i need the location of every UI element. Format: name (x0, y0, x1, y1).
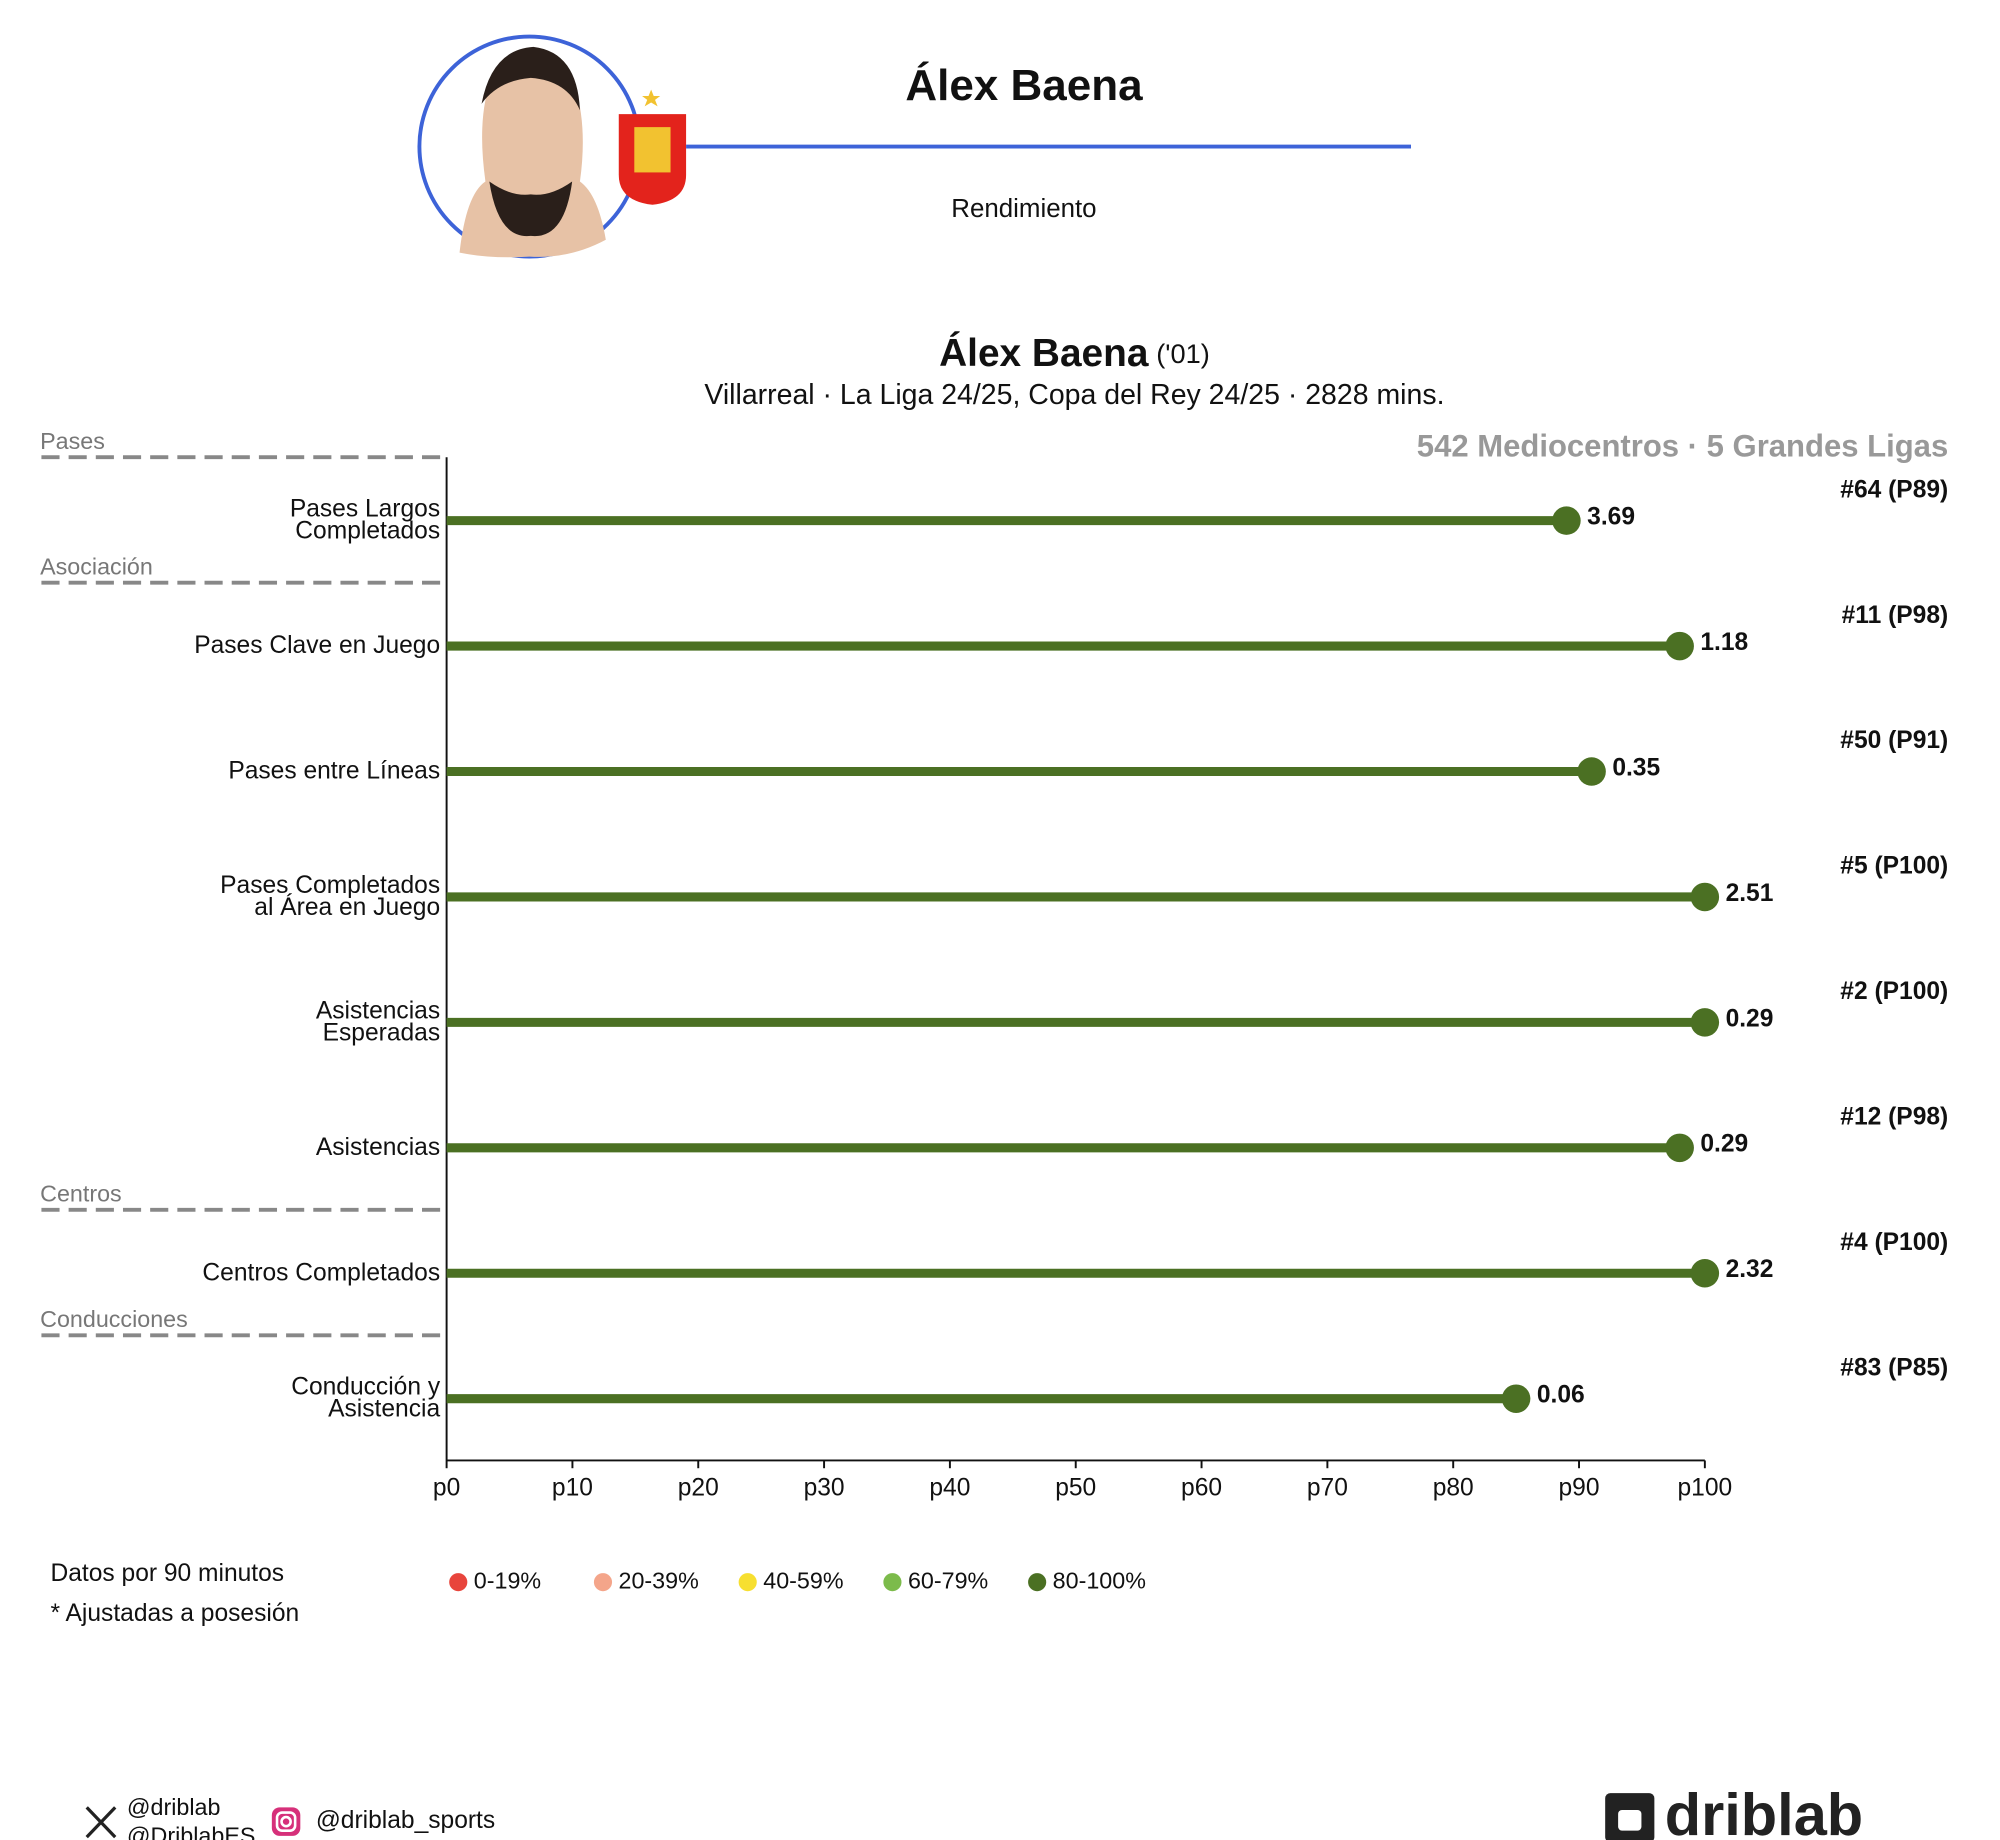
x-tick-label: p10 (552, 1474, 593, 1501)
legend-swatch (883, 1573, 902, 1592)
y-tick-line: Completados (295, 517, 440, 544)
x-tick-label: p100 (1678, 1474, 1733, 1501)
comparison-label: 542 Mediocentros · 5 Grandes Ligas (1417, 428, 1948, 463)
group-label: Centros (40, 1181, 122, 1207)
y-tick-line: Pases Clave en Juego (194, 632, 440, 659)
value-label: 0.29 (1700, 1131, 1748, 1158)
title-suffix: ('01) (1156, 338, 1210, 369)
rank-label: #5 (P100) (1840, 853, 1948, 880)
x-tick-label: p80 (1433, 1474, 1474, 1501)
y-tick-label: Asistencias (316, 1133, 440, 1160)
lollipop-dot (1552, 506, 1581, 535)
x-tick-label: p90 (1559, 1474, 1600, 1501)
logo-icon (1605, 1793, 1655, 1840)
rank-label: #50 (P91) (1840, 727, 1948, 754)
lollipop-dot (1665, 631, 1694, 661)
legend-swatch (1028, 1573, 1047, 1592)
value-label: 0.29 (1726, 1005, 1774, 1032)
y-tick-line: Pases Completados (220, 871, 440, 898)
y-tick-label: Pases Completados al Área en Juego (220, 871, 440, 920)
y-tick-line: Asistencia (328, 1395, 440, 1422)
legend-label: 80-100% (1053, 1567, 1146, 1593)
legend-swatch (738, 1573, 757, 1592)
player-name: Álex Baena (905, 60, 1143, 110)
x-handle: @driblab (127, 1794, 221, 1820)
instagram-handle: @driblab_sports (316, 1807, 495, 1834)
lollipop-dot (1501, 1384, 1531, 1413)
lollipop-dot (1665, 1133, 1694, 1163)
legend-label: 40-59% (763, 1567, 843, 1593)
x-tick-label: p70 (1307, 1474, 1348, 1501)
x-tick-label: p30 (804, 1474, 845, 1501)
y-tick-line: Esperadas (323, 1019, 441, 1046)
x-icon (85, 1806, 117, 1839)
y-tick-label: Conducción y Asistencia (291, 1373, 441, 1422)
y-tick-line: al Área en Juego (254, 893, 440, 920)
chart-title: Álex Baena ('01) (939, 331, 1210, 375)
x-tick-label: p20 (678, 1474, 719, 1501)
x-tick-label: p50 (1055, 1474, 1096, 1501)
value-label: 1.18 (1700, 629, 1748, 656)
lollipop-dot (1577, 757, 1606, 786)
rank-label: #11 (P98) (1842, 602, 1949, 629)
value-label: 3.69 (1587, 504, 1635, 531)
note: * Ajustadas a posesión (50, 1600, 299, 1627)
logo: driblab (1665, 1781, 1863, 1840)
player-photo (417, 34, 642, 259)
legend-label: 60-79% (908, 1567, 988, 1593)
lollipop-dot (1690, 882, 1720, 912)
y-tick-label: Pases entre Líneas (228, 757, 440, 784)
y-tick-label: Pases Clave en Juego (194, 632, 440, 659)
x-tick-label: p60 (1181, 1474, 1222, 1501)
y-tick-line: Asistencias (316, 997, 440, 1024)
x-handle: @DriblabES (127, 1822, 256, 1840)
note: Datos por 90 minutos (50, 1560, 284, 1587)
title-name: Álex Baena (939, 331, 1149, 375)
lollipop-dot (1690, 1008, 1720, 1037)
legend-label: 0-19% (474, 1567, 541, 1593)
legend-swatch (593, 1573, 613, 1592)
value-label: 2.51 (1726, 880, 1774, 907)
legend-label: 20-39% (619, 1567, 699, 1593)
rank-label: #12 (P98) (1840, 1104, 1948, 1131)
x-tick-label: p40 (929, 1474, 970, 1501)
chart-subtitle: Villarreal · La Liga 24/25, Copa del Rey… (704, 379, 1444, 411)
y-tick-label: Centros Completados (202, 1259, 440, 1286)
group-label: Pases (40, 428, 105, 454)
value-label: 0.06 (1537, 1382, 1585, 1409)
rank-label: #2 (P100) (1840, 978, 1948, 1005)
group-label: Conducciones (40, 1306, 188, 1332)
y-tick-line: Centros Completados (202, 1259, 440, 1286)
rank-label: #83 (P85) (1840, 1354, 1948, 1381)
x-tick-label: p0 (433, 1474, 460, 1501)
y-tick-label: Asistencias Esperadas (316, 997, 440, 1046)
instagram-icon (271, 1807, 301, 1836)
value-label: 0.35 (1612, 754, 1660, 781)
y-tick-line: Conducción y (291, 1373, 441, 1400)
rank-label: #4 (P100) (1840, 1229, 1948, 1256)
y-tick-line: Asistencias (316, 1133, 440, 1160)
legend-swatch (449, 1573, 468, 1592)
y-tick-label: Pases Largos Completados (290, 495, 440, 544)
lollipop-dot (1690, 1259, 1720, 1288)
rank-label: #64 (P89) (1840, 476, 1948, 503)
flag-crest (618, 89, 687, 205)
header-subtitle: Rendimiento (951, 195, 1096, 223)
value-label: 2.32 (1726, 1256, 1774, 1283)
y-tick-line: Pases entre Líneas (228, 757, 440, 784)
group-label: Asociación (40, 554, 153, 580)
y-tick-line: Pases Largos (290, 495, 440, 522)
